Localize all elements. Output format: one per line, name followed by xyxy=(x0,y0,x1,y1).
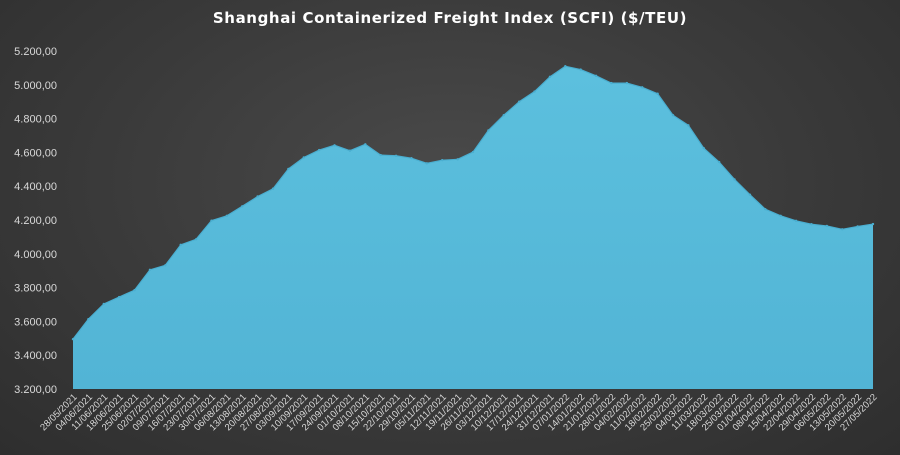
x-axis: 28/05/202104/06/202111/06/202118/06/2021… xyxy=(38,392,879,433)
data-point xyxy=(271,187,275,190)
y-tick-label: 5.200,00 xyxy=(14,46,57,58)
data-point xyxy=(117,295,121,299)
data-point xyxy=(194,238,198,241)
data-point xyxy=(702,146,705,150)
data-point xyxy=(133,288,136,292)
data-point xyxy=(656,92,659,95)
data-point xyxy=(471,150,475,154)
data-point xyxy=(717,160,721,164)
data-point xyxy=(210,219,213,222)
data-point xyxy=(256,195,259,198)
data-point xyxy=(441,158,444,162)
data-point xyxy=(241,205,244,208)
data-point xyxy=(425,162,429,165)
data-point xyxy=(779,214,782,217)
data-point xyxy=(794,219,798,223)
data-point xyxy=(87,318,90,321)
data-point xyxy=(856,225,859,228)
data-point xyxy=(610,81,613,85)
y-axis: 3.200,00 3.400,00 3.600,00 3.800,00 4.000,00… xyxy=(14,46,57,396)
y-tick-label: 4.400,00 xyxy=(14,181,57,193)
y-tick-label: 3.400,00 xyxy=(14,350,57,362)
data-point xyxy=(594,74,598,78)
data-point xyxy=(564,65,567,68)
data-point xyxy=(687,124,690,127)
y-tick-label: 4.800,00 xyxy=(14,114,57,126)
data-point xyxy=(394,154,398,157)
y-tick-label: 5.000,00 xyxy=(14,80,57,92)
y-tick-label: 3.600,00 xyxy=(14,316,57,328)
data-point xyxy=(317,148,321,152)
data-point xyxy=(410,156,413,160)
data-point xyxy=(456,158,459,161)
data-point xyxy=(287,167,290,171)
y-tick-label: 4.600,00 xyxy=(14,147,57,159)
data-point xyxy=(841,228,844,231)
data-point xyxy=(764,207,767,211)
data-point xyxy=(502,114,505,117)
data-point xyxy=(102,302,105,306)
area-series xyxy=(73,66,873,390)
data-point xyxy=(517,100,521,103)
area-series-layer xyxy=(71,65,875,390)
data-point xyxy=(364,143,367,146)
data-point xyxy=(148,268,152,272)
data-point xyxy=(579,68,582,71)
y-tick-label: 3.800,00 xyxy=(14,283,57,295)
chart-title: Shanghai Containerized Freight Index (SC… xyxy=(212,9,688,27)
data-point xyxy=(641,86,644,89)
y-tick-label: 3.200,00 xyxy=(14,384,57,396)
y-tick-label: 4.000,00 xyxy=(14,249,57,261)
data-point xyxy=(225,214,229,217)
data-point xyxy=(164,264,167,267)
data-point xyxy=(71,337,75,341)
data-point xyxy=(302,156,305,159)
y-tick-label: 4.200,00 xyxy=(14,215,57,227)
data-point xyxy=(825,224,829,228)
data-point xyxy=(379,153,382,157)
data-point xyxy=(671,114,675,117)
data-point xyxy=(810,223,813,226)
data-point xyxy=(179,243,182,247)
data-point xyxy=(548,75,552,79)
data-point xyxy=(871,222,875,226)
data-point xyxy=(333,144,336,147)
data-point xyxy=(533,90,536,93)
data-point xyxy=(487,129,490,132)
data-point xyxy=(733,178,736,181)
data-point xyxy=(748,193,752,196)
data-point xyxy=(348,149,352,152)
data-point xyxy=(625,81,629,85)
